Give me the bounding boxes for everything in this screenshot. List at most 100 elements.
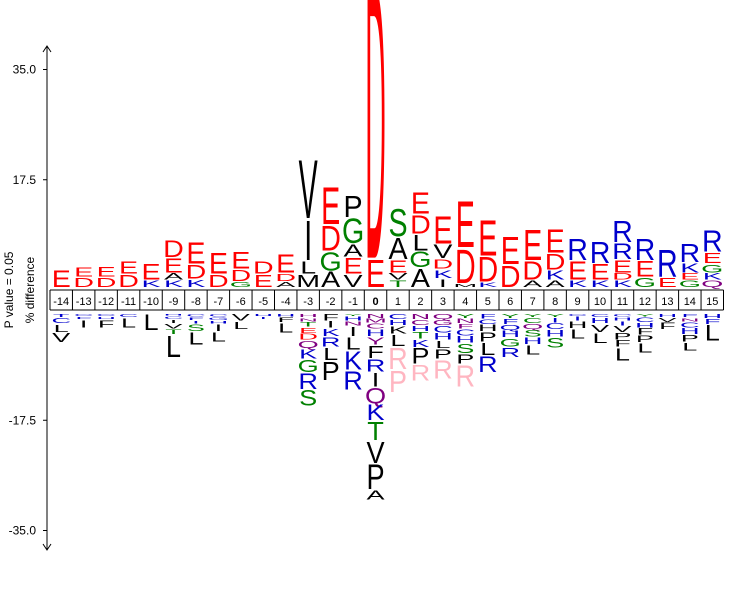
depleted-residue-k: K	[366, 401, 385, 425]
position-label: -6	[236, 296, 246, 308]
position-label: 10	[594, 296, 606, 308]
position-label: -13	[76, 296, 92, 308]
enriched-residue-k: K	[164, 280, 183, 290]
depleted-residue-r: R	[411, 362, 431, 386]
depleted-residue-i: I	[349, 324, 357, 339]
position-label: -3	[303, 296, 313, 308]
enriched-residue-e: E	[209, 248, 228, 281]
enriched-residue-m: M	[453, 283, 477, 288]
depleted-residue-h: H	[343, 316, 363, 322]
enriched-residue-d: D	[477, 250, 498, 289]
depleted-residue-c: C	[433, 325, 453, 335]
depleted-residue-c: C	[456, 329, 476, 338]
depleted-residue-y: Y	[546, 313, 564, 318]
enriched-residue-d: D	[545, 250, 566, 274]
depleted-residue-c: C	[51, 317, 71, 325]
enriched-residue-v: V	[388, 272, 407, 282]
depleted-residue-l: L	[121, 316, 136, 331]
depleted-residue-q: Q	[500, 324, 521, 332]
enriched-residue-g: G	[230, 281, 252, 289]
significance-label: P value = 0.05	[2, 251, 16, 328]
enriched-residue-k: K	[141, 280, 160, 290]
enriched-residue-r: R	[657, 242, 678, 285]
depleted-residue-l: L	[166, 330, 181, 364]
enriched-residue-d: D	[253, 259, 274, 278]
enriched-residue-k: K	[680, 261, 699, 276]
position-label: 9	[575, 296, 581, 308]
enriched-residue-e: E	[74, 265, 93, 280]
enriched-residue-k: K	[568, 280, 587, 290]
depleted-residue-r: R	[366, 356, 386, 376]
enriched-residue-d: D	[522, 256, 543, 286]
enriched-residue-e: E	[658, 275, 677, 290]
y-axis-arrow-bottom	[42, 543, 52, 551]
depleted-residue-s: S	[546, 335, 564, 351]
depleted-residue-i: I	[551, 317, 559, 324]
depleted-residue-y: Y	[344, 314, 362, 317]
enriched-residue-k: K	[546, 268, 565, 283]
depleted-residue-v: V	[613, 325, 632, 334]
depleted-residue-v: V	[591, 323, 609, 335]
depleted-residue-h: H	[680, 327, 700, 336]
enriched-residue-g: G	[409, 248, 431, 272]
depleted-residue-q: Q	[432, 313, 453, 321]
depleted-residue-p: P	[479, 330, 497, 345]
enriched-residue-e: E	[254, 272, 273, 291]
depleted-residue-g: G	[432, 319, 453, 327]
enriched-residue-s: S	[388, 201, 407, 244]
y-tick-label: -17.5	[9, 413, 37, 427]
depleted-residue-f: F	[502, 318, 519, 326]
depleted-residue-l: L	[570, 327, 585, 342]
enriched-residue-l: L	[412, 231, 428, 255]
enriched-residue-k: K	[613, 280, 632, 290]
position-label: -7	[213, 296, 223, 308]
position-label: -4	[281, 296, 291, 308]
depleted-residue-c: C	[568, 314, 588, 317]
enriched-residue-d: D	[186, 262, 207, 283]
enriched-residue-e: E	[186, 237, 205, 271]
depleted-residue-h: H	[164, 314, 184, 316]
depleted-residue-f: F	[614, 339, 631, 349]
depleted-residue-h: H	[433, 332, 453, 342]
depleted-residue-p: P	[411, 345, 429, 369]
depleted-residue-r: R	[321, 335, 341, 350]
depleted-residue-f: F	[637, 327, 654, 337]
depleted-residue-n: N	[366, 313, 386, 319]
enriched-residue-e: E	[52, 265, 71, 293]
depleted-residue-h: H	[523, 336, 543, 346]
enriched-residue-d: D	[500, 260, 521, 294]
depleted-residue-l: L	[390, 332, 405, 350]
depleted-residue-f: F	[704, 318, 721, 326]
depleted-residue-l: L	[682, 341, 697, 354]
depleted-residue-c: C	[545, 323, 565, 332]
depleted-residue-f: F	[659, 322, 676, 332]
enriched-residue-d: D	[96, 275, 117, 290]
enriched-residue-k: K	[590, 280, 609, 290]
depleted-residue-p: P	[434, 347, 452, 362]
depleted-residue-r: R	[478, 353, 498, 377]
depleted-residue-f: F	[322, 313, 339, 323]
enriched-residue-e: E	[276, 248, 295, 278]
enriched-residue-e: E	[321, 177, 340, 235]
depleted-residue-s: S	[187, 323, 205, 333]
enriched-residue-g: G	[342, 211, 364, 250]
position-label: -12	[98, 296, 114, 308]
depleted-residue-r: R	[433, 355, 453, 385]
position-label: 12	[639, 296, 651, 308]
depleted-residue-c: C	[74, 314, 94, 317]
position-label: -9	[169, 296, 179, 308]
y-tick-label: 35.0	[13, 63, 37, 77]
depleted-residue-r: R	[388, 343, 408, 377]
enriched-residue-e: E	[97, 264, 116, 280]
position-axis-row: -14 -13 -12 -11 -10 -9 -8 -7 -6 -5 -4 -3 -2 -1 0 1 2 3 4 5 6…	[49, 289, 724, 311]
enriched-residue-e: E	[164, 255, 183, 277]
depleted-residue-p: P	[389, 366, 407, 400]
depleted-residue-l: L	[233, 320, 248, 332]
depleted-residue-k: K	[389, 324, 407, 336]
depleted-residue-y: Y	[501, 313, 519, 319]
depleted-residue-t: T	[165, 328, 182, 335]
enriched-residue-i: I	[439, 277, 447, 290]
depleted-residue-c: C	[590, 313, 610, 318]
enriched-residue-e: E	[231, 247, 250, 274]
enriched-residue-r: R	[590, 236, 611, 270]
